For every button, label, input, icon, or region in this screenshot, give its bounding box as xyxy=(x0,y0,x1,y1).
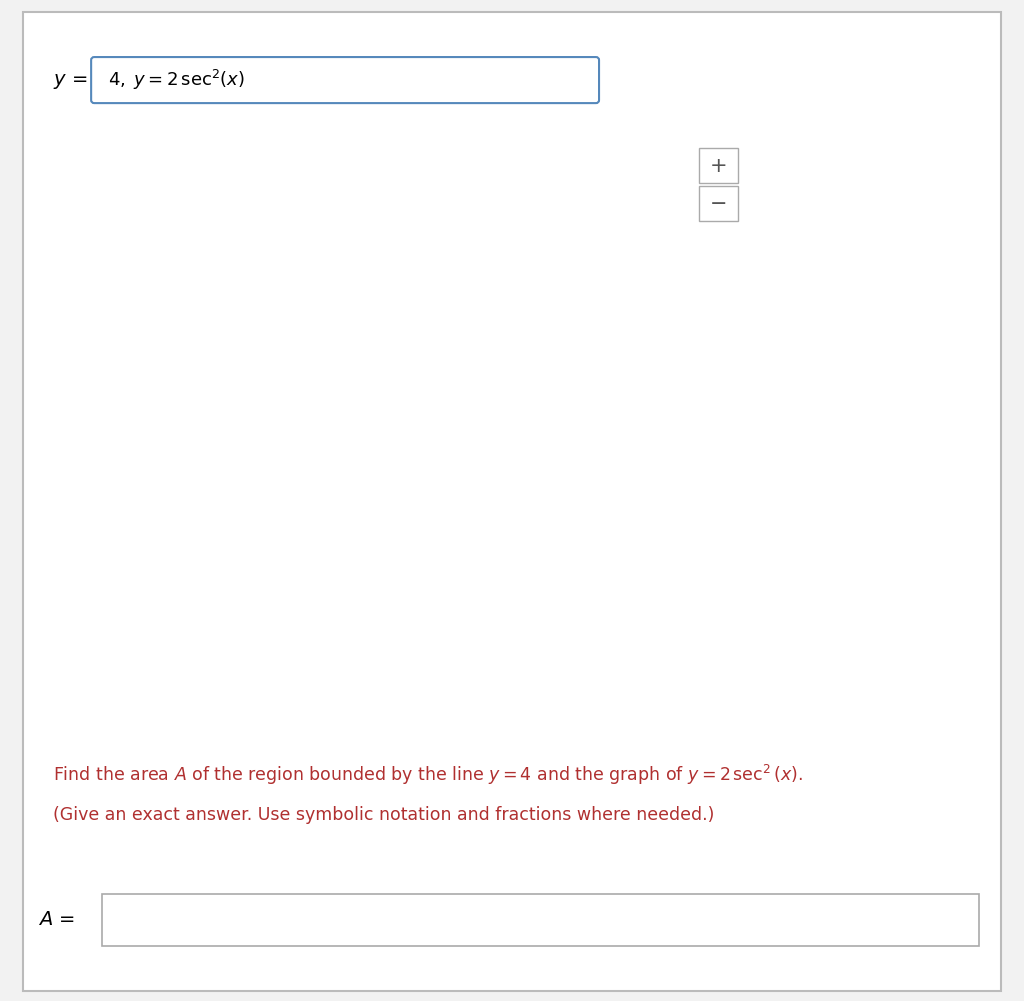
Text: (Give an exact answer. Use symbolic notation and fractions where needed.): (Give an exact answer. Use symbolic nota… xyxy=(53,806,715,824)
Text: y: y xyxy=(44,85,54,103)
Text: −: − xyxy=(710,194,728,213)
Text: Find the area $A$ of the region bounded by the line $y = 4$ and the graph of $y : Find the area $A$ of the region bounded … xyxy=(53,763,803,787)
Text: $4,\;y = 2\,\mathrm{sec}^{2}(x)$: $4,\;y = 2\,\mathrm{sec}^{2}(x)$ xyxy=(108,68,245,92)
Text: desmos: desmos xyxy=(679,700,769,720)
Text: $A$ =: $A$ = xyxy=(38,911,75,929)
Text: +: + xyxy=(710,156,728,175)
Text: powered by: powered by xyxy=(712,685,769,695)
Text: $y$ =: $y$ = xyxy=(53,72,88,90)
Text: x: x xyxy=(787,763,798,781)
